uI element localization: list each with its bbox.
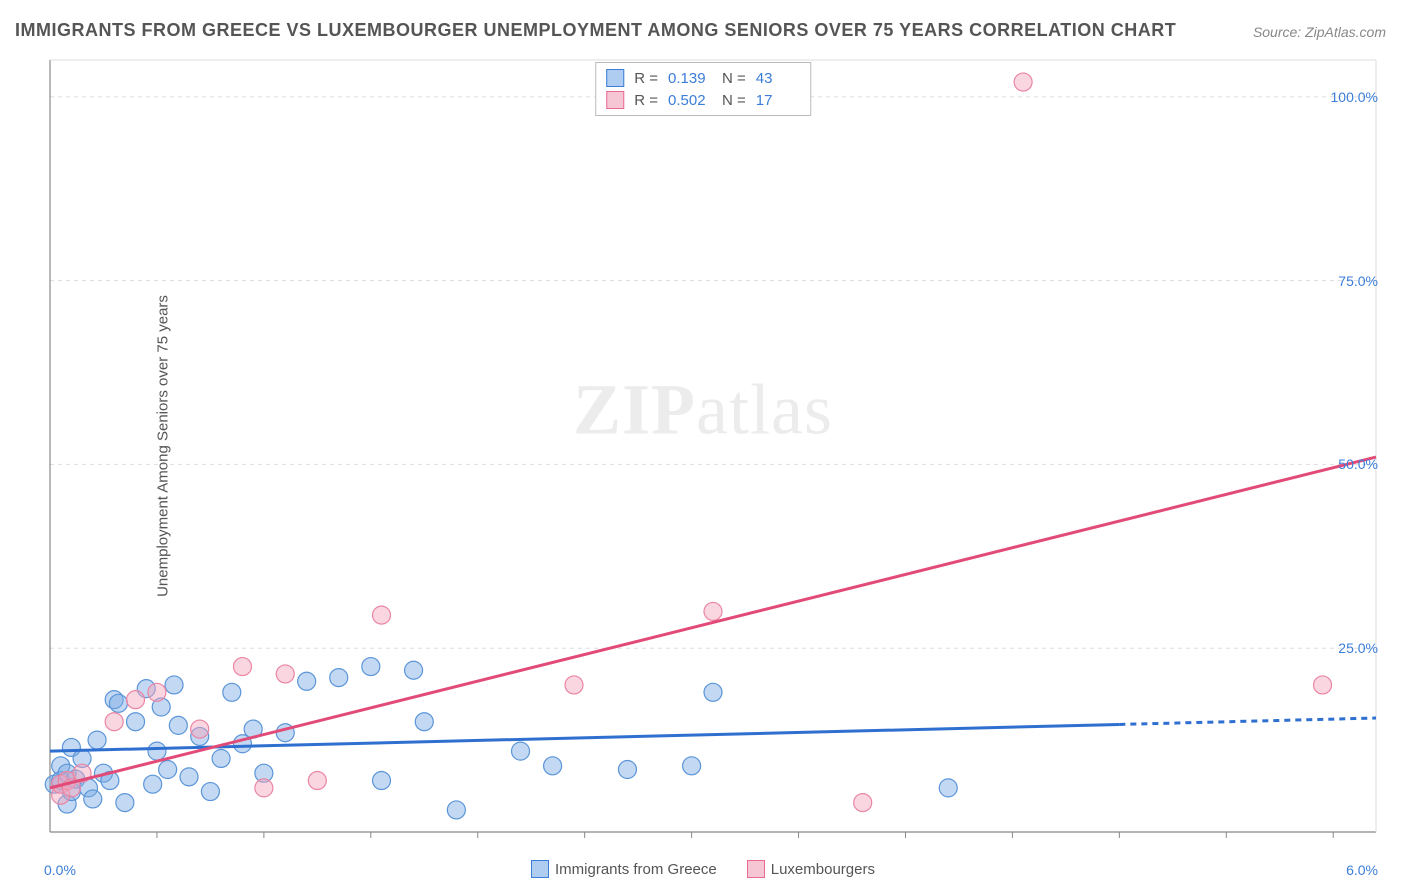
legend-swatch-pink (747, 860, 765, 878)
legend-item: Immigrants from Greece (531, 860, 717, 878)
legend-r-label: R = (634, 70, 658, 87)
y-tick: 50.0% (1338, 456, 1378, 472)
legend-n-value: 43 (756, 70, 800, 87)
x-tick-end: 6.0% (1346, 862, 1378, 878)
legend-swatch-blue (606, 69, 624, 87)
legend-swatch-pink (606, 91, 624, 109)
legend-swatch-blue (531, 860, 549, 878)
scatter-plot (0, 0, 1406, 892)
legend-r-value: 0.139 (668, 70, 712, 87)
legend-row: R = 0.502 N = 17 (606, 89, 800, 111)
legend-n-label: N = (722, 70, 746, 87)
legend-correlation: R = 0.139 N = 43 R = 0.502 N = 17 (595, 62, 811, 116)
legend-r-value: 0.502 (668, 92, 712, 109)
y-tick: 75.0% (1338, 273, 1378, 289)
y-tick: 25.0% (1338, 640, 1378, 656)
legend-row: R = 0.139 N = 43 (606, 67, 800, 89)
legend-series-label: Luxembourgers (771, 861, 875, 878)
legend-r-label: R = (634, 92, 658, 109)
x-tick-start: 0.0% (44, 862, 76, 878)
legend-series-label: Immigrants from Greece (555, 861, 717, 878)
legend-item: Luxembourgers (747, 860, 875, 878)
legend-n-label: N = (722, 92, 746, 109)
legend-n-value: 17 (756, 92, 800, 109)
y-tick: 100.0% (1331, 89, 1378, 105)
legend-series: Immigrants from Greece Luxembourgers (0, 860, 1406, 878)
